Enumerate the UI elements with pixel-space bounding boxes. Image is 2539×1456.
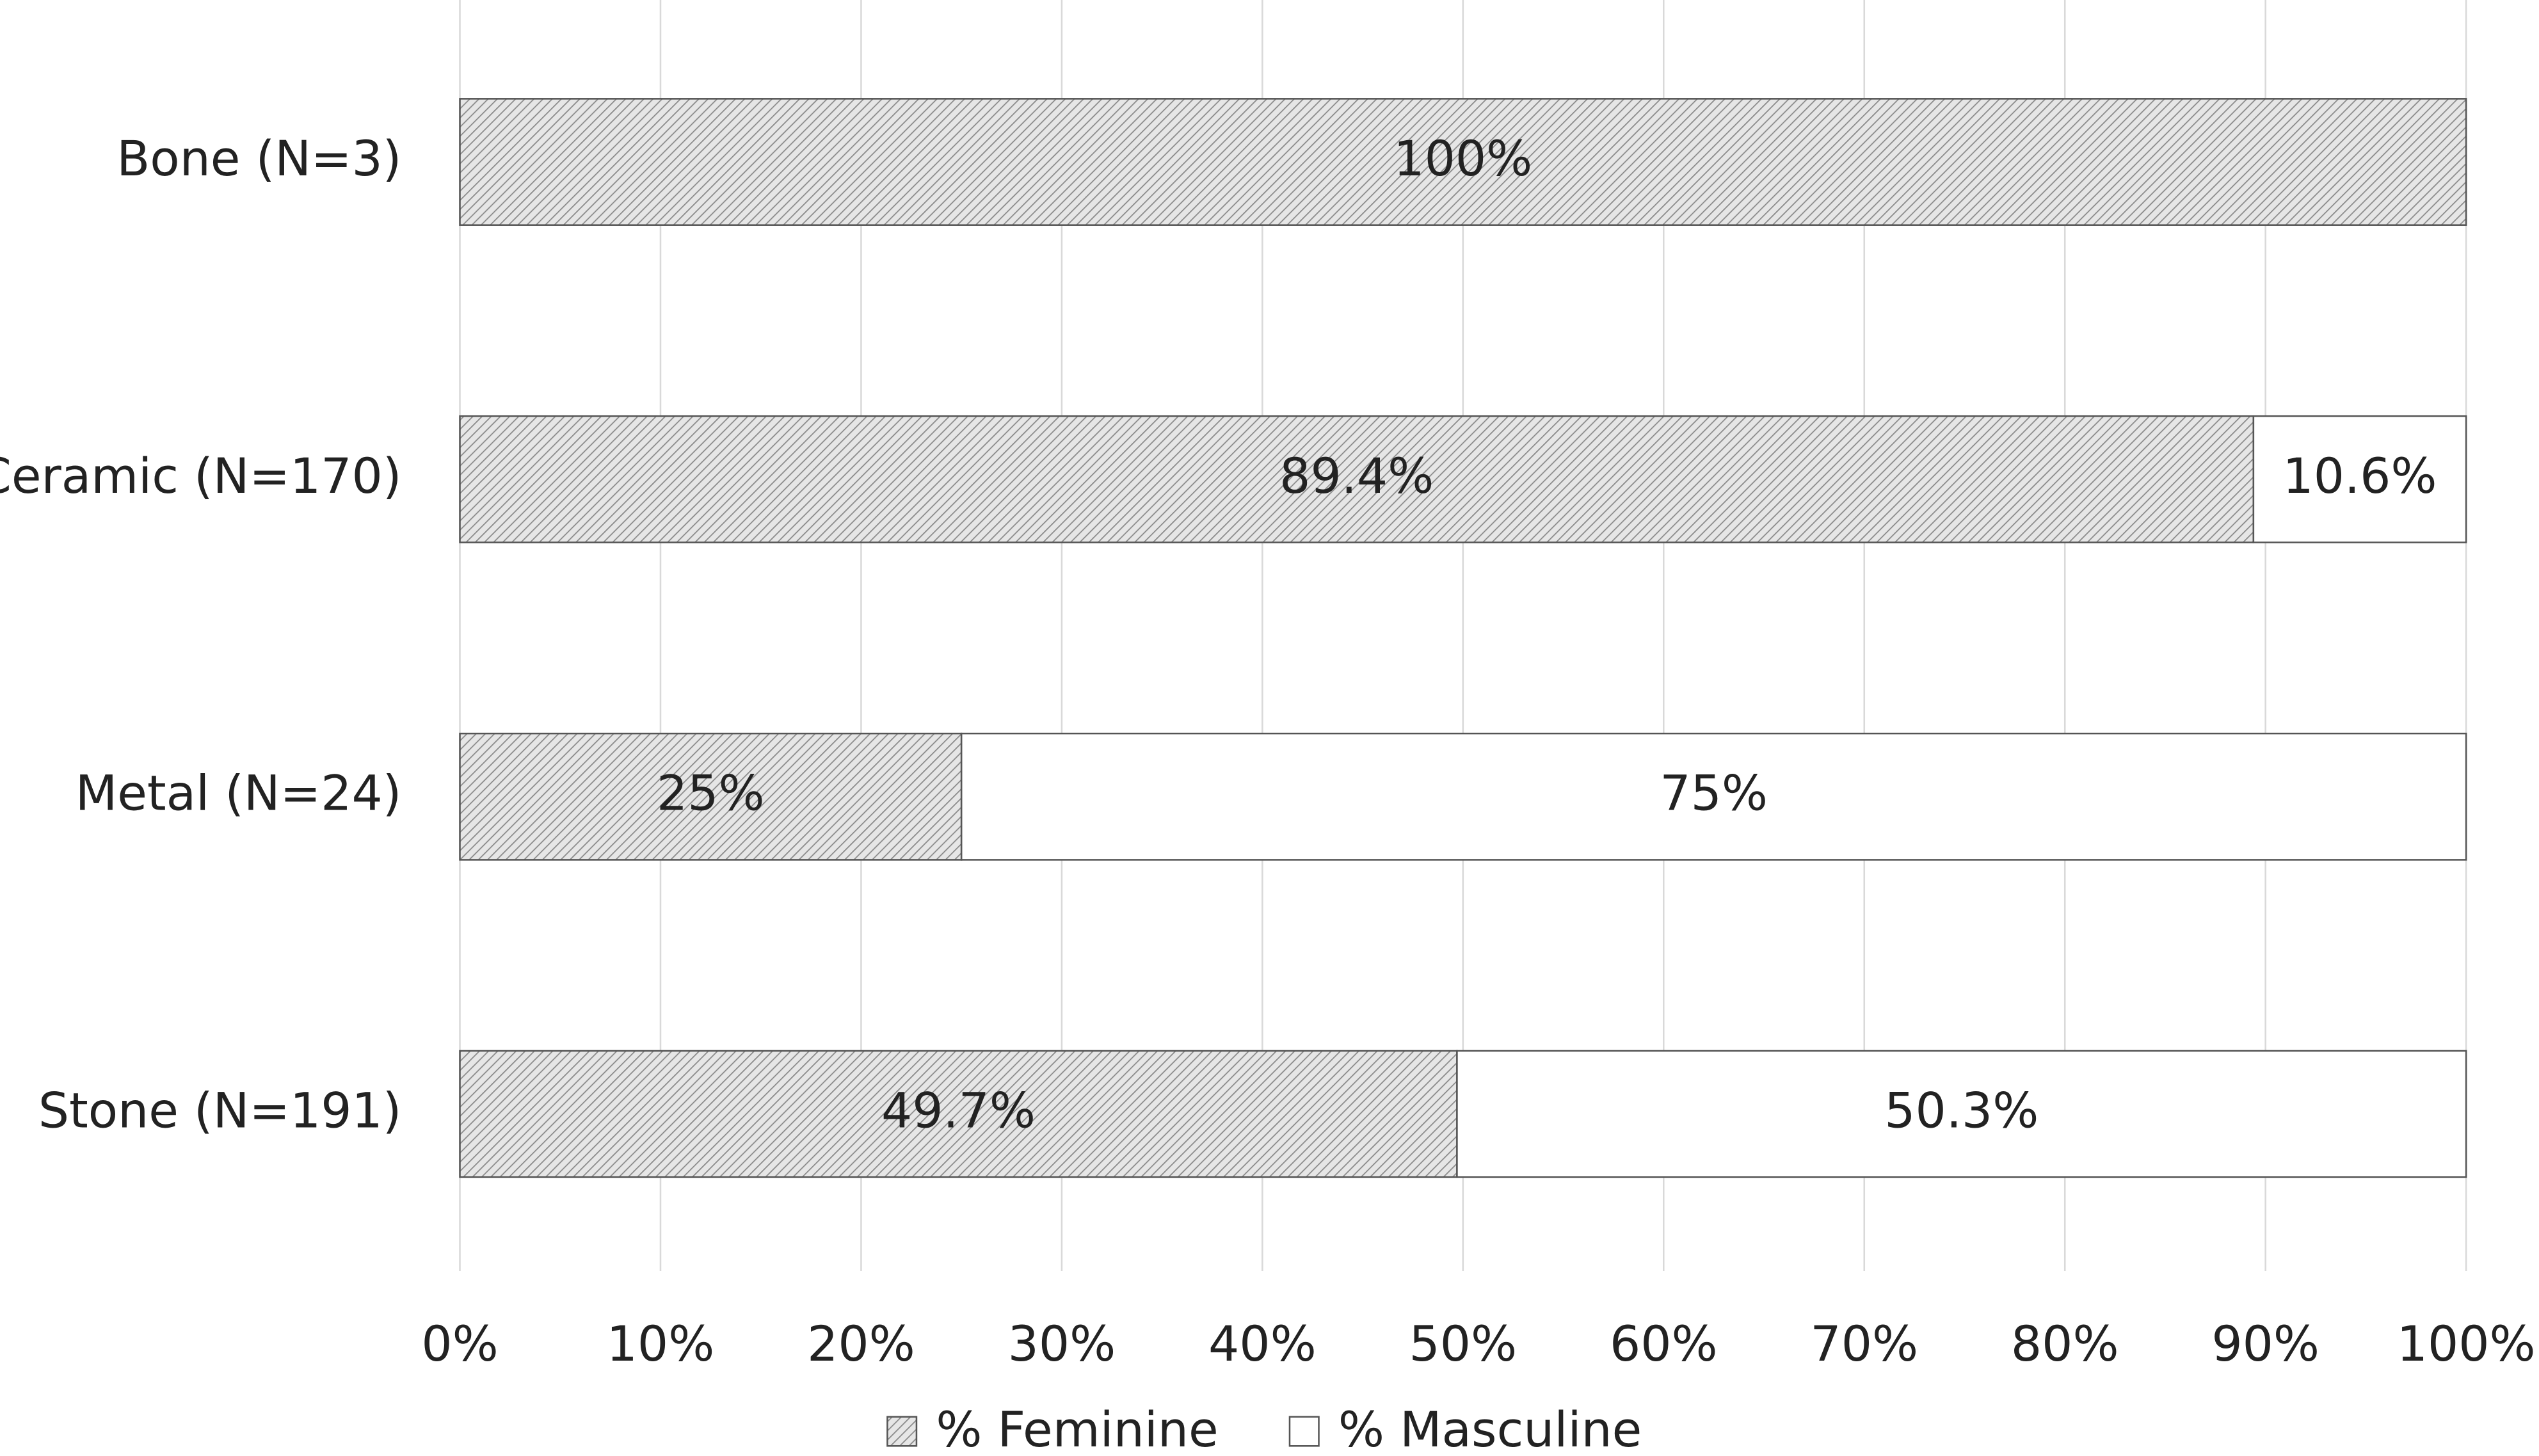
legend-label: % Masculine bbox=[1338, 1402, 1642, 1456]
x-tick-label: 40% bbox=[1208, 1316, 1317, 1372]
bar-segment bbox=[960, 732, 2467, 861]
x-tick-label: 70% bbox=[1810, 1316, 1918, 1372]
bar-segment bbox=[459, 1050, 1458, 1178]
value-label: 10.6% bbox=[2282, 448, 2437, 504]
x-tick-label: 50% bbox=[1409, 1316, 1518, 1372]
x-tick-label: 100% bbox=[2397, 1316, 2536, 1372]
category-label: Stone (N=191) bbox=[38, 1083, 402, 1139]
x-tick-label: 80% bbox=[2011, 1316, 2119, 1372]
category-label: Bone (N=3) bbox=[116, 131, 401, 187]
value-label: 75% bbox=[1660, 765, 1768, 822]
bar-segment bbox=[459, 98, 2467, 226]
legend-swatch bbox=[886, 1416, 918, 1447]
legend-label: % Feminine bbox=[936, 1402, 1218, 1456]
value-label: 49.7% bbox=[881, 1083, 1036, 1139]
bar-segment bbox=[2252, 415, 2467, 543]
x-tick-label: 60% bbox=[1610, 1316, 1718, 1372]
bar-segment bbox=[459, 732, 963, 861]
value-label: 89.4% bbox=[1279, 448, 1434, 504]
legend-swatch bbox=[1288, 1416, 1320, 1447]
x-tick-label: 10% bbox=[607, 1316, 715, 1372]
value-label: 50.3% bbox=[1884, 1083, 2038, 1139]
x-tick-label: 90% bbox=[2211, 1316, 2319, 1372]
bar-segment bbox=[459, 415, 2255, 543]
value-label: 25% bbox=[657, 765, 765, 822]
value-label: 100% bbox=[1393, 131, 1532, 187]
category-label: Ceramic (N=170) bbox=[0, 448, 401, 504]
x-tick-label: 0% bbox=[421, 1316, 498, 1372]
bar-segment bbox=[1456, 1050, 2467, 1178]
x-tick-label: 30% bbox=[1008, 1316, 1116, 1372]
category-label: Metal (N=24) bbox=[76, 765, 402, 822]
x-tick-label: 20% bbox=[807, 1316, 915, 1372]
